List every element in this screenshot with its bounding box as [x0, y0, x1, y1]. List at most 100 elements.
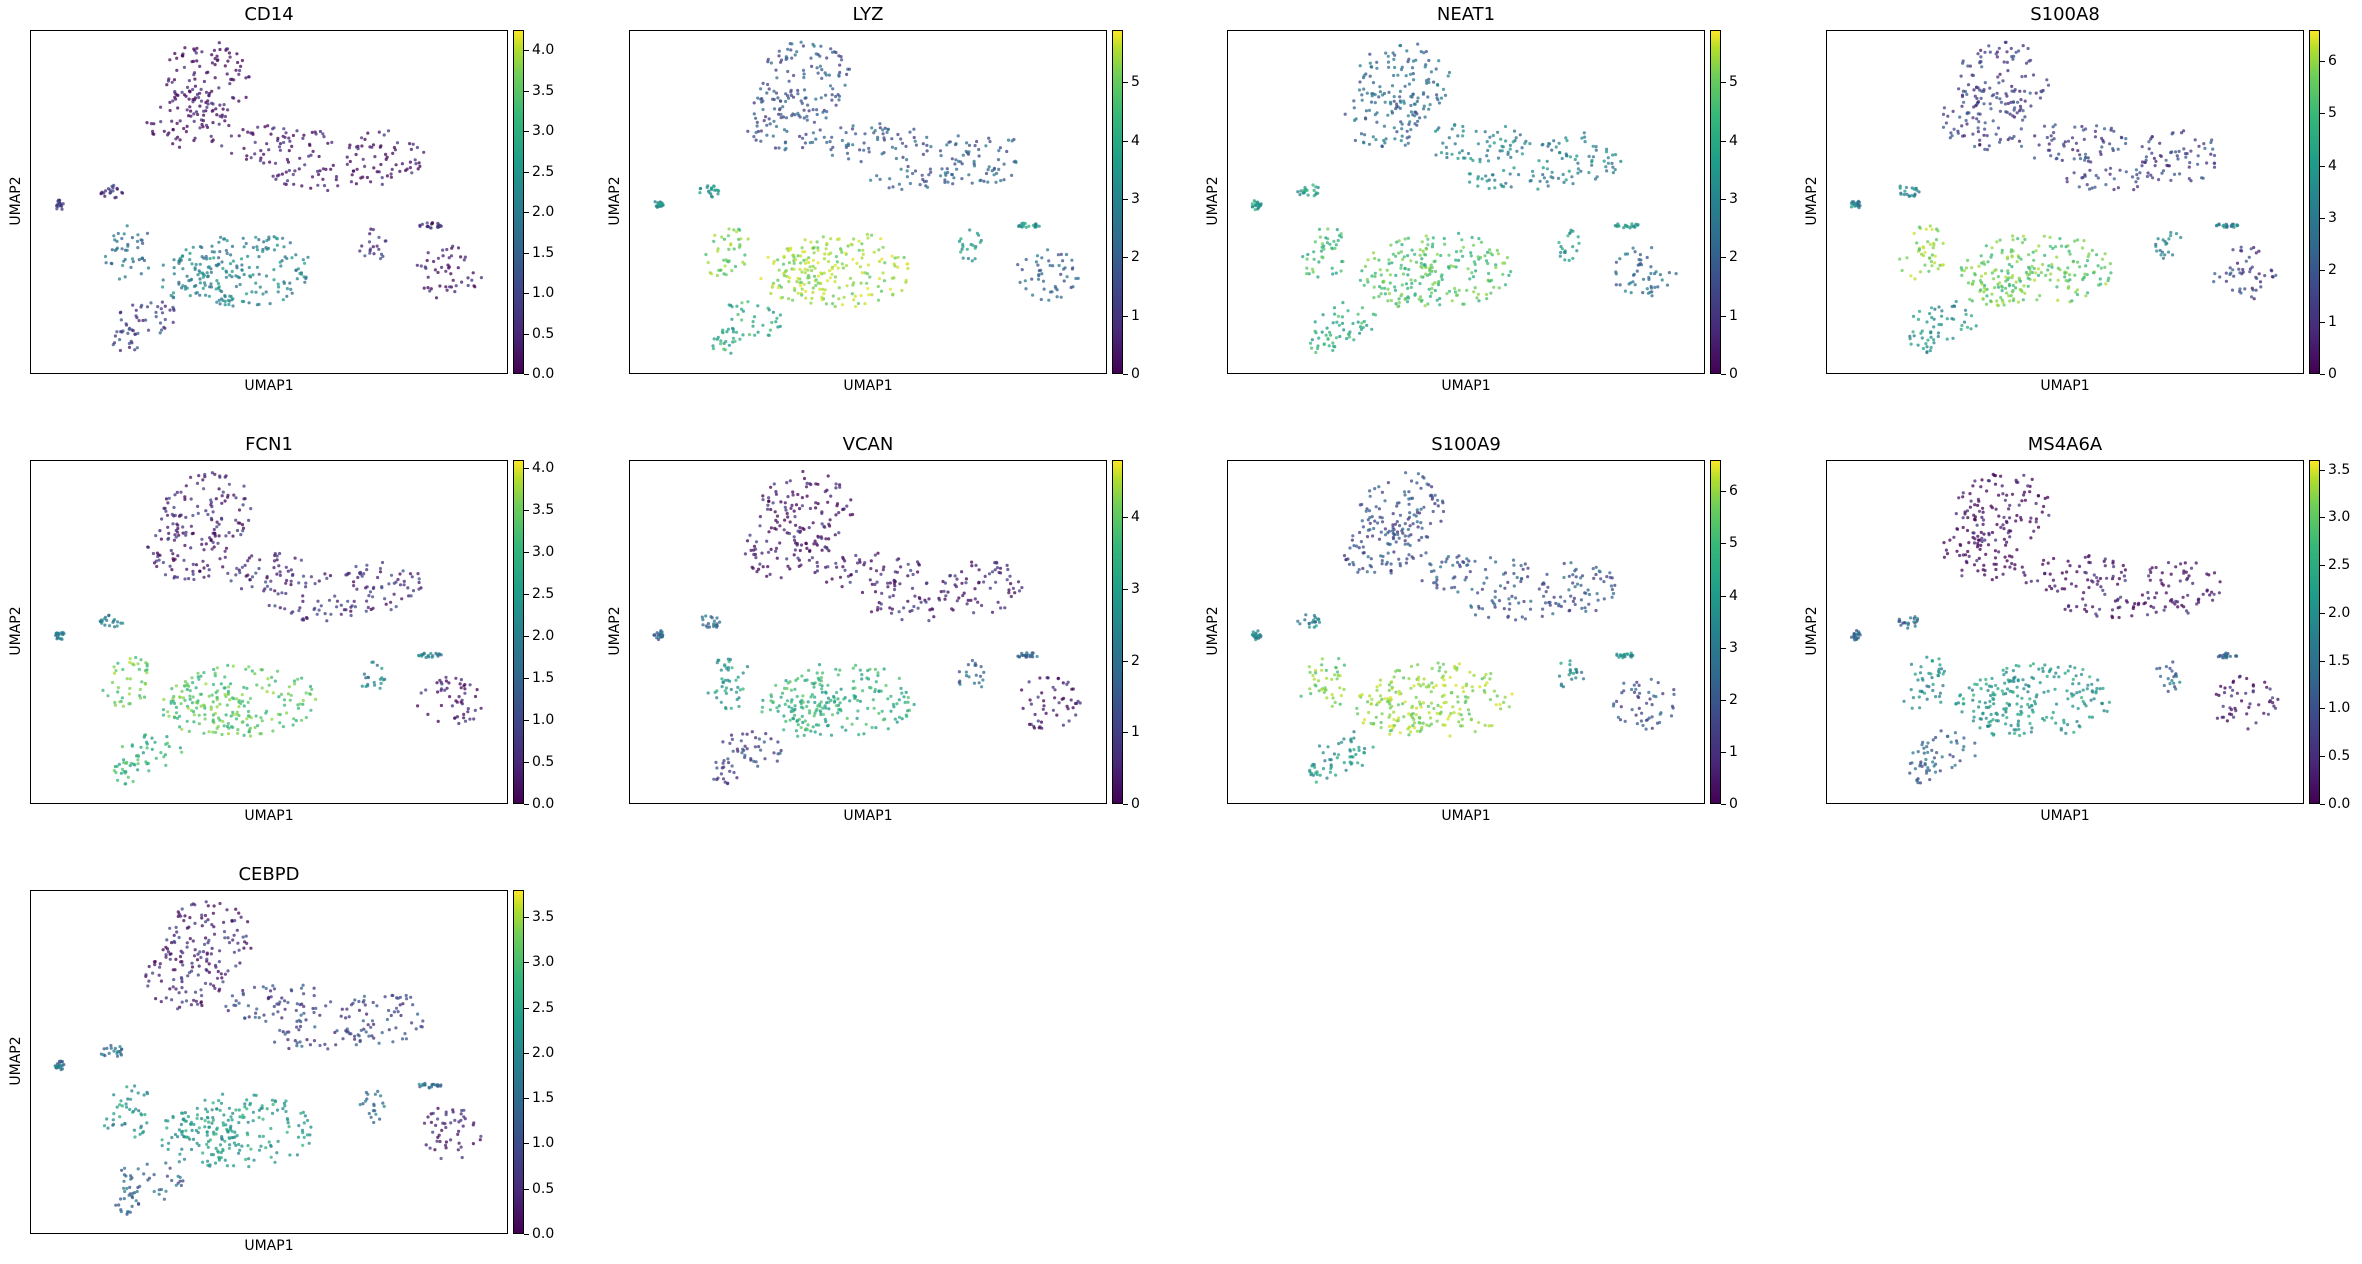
cell-point: [2108, 142, 2112, 146]
cell-point: [715, 616, 719, 620]
cell-point: [184, 515, 188, 519]
cell-point: [1576, 167, 1580, 171]
cluster-middle-left-arm: [1898, 246, 1945, 281]
cell-point: [2153, 164, 2157, 168]
cell-point: [769, 291, 773, 296]
cell-point: [1330, 246, 1334, 250]
cell-point: [872, 250, 876, 254]
cell-point: [1409, 94, 1413, 99]
cell-point: [1461, 124, 1465, 129]
cell-point: [140, 680, 144, 684]
cluster-small-islands: [1898, 184, 1921, 198]
cell-point: [813, 695, 817, 699]
cell-point: [398, 572, 402, 576]
cell-point: [422, 286, 426, 290]
cell-point: [131, 779, 135, 784]
cell-point: [1957, 87, 1961, 91]
cell-point: [786, 495, 790, 499]
cell-point: [723, 780, 727, 784]
cell-point: [458, 682, 462, 686]
cell-point: [2092, 271, 2096, 275]
cell-point: [2160, 250, 2164, 254]
cell-point: [417, 654, 421, 658]
cell-point: [2211, 147, 2215, 151]
cell-point: [191, 87, 195, 92]
cell-point: [2024, 61, 2029, 65]
cell-point: [215, 666, 219, 670]
cell-point: [795, 280, 799, 284]
cell-point: [906, 562, 910, 566]
cell-point: [360, 244, 364, 248]
cell-point: [1422, 104, 1426, 108]
cell-point: [230, 244, 235, 248]
cell-point: [174, 705, 178, 709]
cell-point: [2099, 282, 2103, 286]
cell-point: [921, 142, 925, 146]
cell-point: [1383, 100, 1387, 104]
cell-point: [2224, 279, 2228, 283]
cell-point: [924, 600, 928, 604]
cell-point: [1423, 253, 1428, 257]
cell-point: [800, 714, 804, 718]
cell-point: [960, 247, 964, 251]
panel-title: LYZ: [852, 4, 884, 25]
cell-point: [1983, 81, 1987, 85]
cell-point: [2032, 258, 2036, 262]
cell-point: [1436, 504, 1440, 508]
cell-point: [271, 729, 275, 733]
cell-point: [1041, 279, 1046, 283]
cell-point: [415, 263, 419, 267]
cell-point: [372, 680, 376, 685]
cell-point: [159, 537, 163, 541]
cell-point: [782, 528, 786, 532]
cell-point: [726, 757, 730, 761]
cell-point: [867, 146, 871, 150]
cell-point: [194, 51, 198, 55]
cell-point: [1579, 169, 1583, 173]
colorbar-tick: [1123, 732, 1128, 734]
colorbar-tick: [2320, 113, 2325, 115]
cell-point: [1925, 350, 1929, 355]
cell-point: [1359, 132, 1364, 136]
cell-point: [905, 169, 909, 173]
cell-point: [1445, 292, 1449, 296]
cell-point: [2011, 100, 2016, 104]
cell-point: [1567, 258, 1571, 262]
cell-point: [241, 128, 245, 132]
cell-point: [805, 481, 809, 485]
cell-point: [364, 609, 368, 613]
cell-point: [2068, 252, 2072, 256]
colorbar-tick-label: 4: [1729, 132, 1738, 149]
cell-point: [1406, 141, 1410, 145]
cell-point: [1504, 181, 1508, 185]
cell-point: [735, 697, 739, 702]
cell-point: [812, 542, 816, 546]
cell-point: [285, 711, 289, 715]
cell-point: [224, 713, 228, 717]
cell-point: [875, 608, 880, 612]
cell-point: [161, 285, 165, 289]
cell-point: [284, 170, 288, 174]
cell-point: [1390, 84, 1395, 88]
cell-point: [285, 157, 289, 162]
cell-point: [876, 671, 880, 675]
cell-point: [1340, 321, 1345, 325]
cell-point: [1306, 252, 1310, 257]
cell-point: [853, 686, 857, 690]
cell-point: [175, 490, 179, 494]
cell-point: [1437, 280, 1441, 284]
cell-point: [2150, 151, 2154, 155]
cell-point: [244, 667, 248, 671]
cell-point: [227, 51, 231, 55]
cell-point: [1930, 306, 1934, 310]
cell-point: [230, 725, 234, 729]
cell-point: [979, 665, 983, 669]
cell-point: [829, 698, 833, 702]
cell-point: [2154, 159, 2158, 163]
cell-point: [768, 572, 772, 576]
cell-point: [255, 248, 259, 252]
cell-point: [820, 671, 825, 675]
cell-point: [2235, 261, 2240, 265]
cell-point: [166, 525, 170, 529]
cell-point: [2104, 168, 2108, 172]
